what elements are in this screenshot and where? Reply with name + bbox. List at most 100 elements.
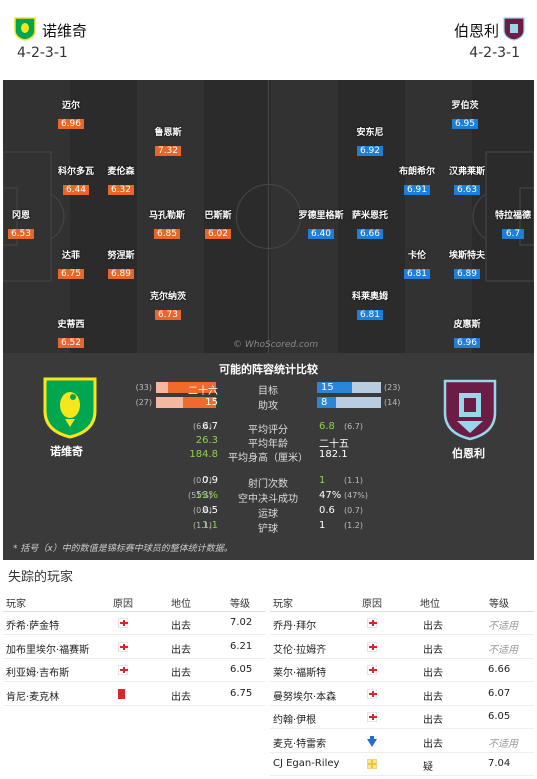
missing-player-name[interactable]: 利亚姆·吉布斯 [6, 668, 70, 679]
missing-player-name[interactable]: 乔丹·拜尔 [273, 621, 317, 632]
stat-row: 26.3 平均年龄 二十五 [195, 435, 349, 450]
injury-icon [118, 618, 128, 628]
player-rating: 6.73 [154, 310, 182, 320]
whoscored-watermark: © WhoScored.com [233, 340, 319, 350]
player-rating: 6.96 [57, 119, 85, 129]
injury-icon [367, 665, 377, 675]
player-rating: 6.40 [307, 229, 335, 239]
home-team-name[interactable]: 诺维奇 [42, 22, 88, 40]
missing-player-name[interactable]: 麦克·特雷索 [273, 738, 327, 750]
missing-player-status: 疑 [423, 762, 433, 773]
missing-player-status: 出去 [423, 668, 443, 679]
away-player[interactable]: 汉弗莱斯 6.63 [448, 167, 485, 195]
stat-assists: (27) 15 助攻 8 (14) [135, 397, 401, 412]
away-player[interactable]: 特拉福德 6.7 [494, 211, 531, 239]
stat-row: (6.4) 6.7 平均评分 6.8 (6.7) [193, 421, 363, 436]
away-formation: 4-2-3-1 [469, 45, 520, 61]
missing-player-row[interactable]: 肯尼·麦克林 出去 6.75 [3, 683, 265, 706]
player-rating: 6.95 [451, 119, 479, 129]
missing-player-row[interactable]: 乔希·萨金特 出去 7.02 [3, 612, 265, 635]
missing-players-title: 失踪的玩家 [8, 570, 74, 585]
player-rating: 7.32 [154, 146, 182, 156]
home-player[interactable]: 马孔勒斯 6.85 [148, 211, 185, 239]
missing-player-row[interactable]: 加布里埃尔·福赛斯 出去 6.21 [3, 636, 265, 659]
missing-player-rating: 6.05 [488, 711, 511, 722]
lineup-stats-comparison: 可能的阵容统计比较 诺维奇 伯恩利 (33) 二十六 目标 15 (23) (2… [3, 353, 534, 560]
missing-player-name[interactable]: 莱尔·福斯特 [273, 668, 327, 679]
missing-player-row[interactable]: 利亚姆·吉布斯 出去 6.05 [3, 659, 265, 682]
burnley-crest-icon [443, 379, 497, 441]
home-player[interactable]: 迈尔 6.96 [41, 98, 101, 130]
missing-player-name[interactable]: 曼努埃尔·本森 [273, 691, 337, 703]
away-player[interactable]: 罗伯茨 6.95 [451, 101, 479, 129]
player-rating: 6.96 [453, 338, 481, 348]
player-rating: 6.52 [57, 338, 85, 348]
missing-player-rating: 7.02 [230, 617, 253, 628]
home-player[interactable]: 克尔纳茨 6.73 [149, 292, 186, 320]
away-player[interactable]: 萨米恩托 6.66 [351, 211, 388, 239]
injury-icon [118, 641, 128, 652]
player-rating: 6.02 [204, 229, 232, 239]
missing-player-name[interactable]: 乔希·萨金特 [6, 621, 60, 632]
injury-icon [367, 641, 377, 652]
away-player[interactable]: 布朗希尔 6.91 [398, 167, 435, 195]
missing-player-row[interactable]: 曼努埃尔·本森 出去 6.07 [270, 683, 534, 706]
missing-player-status: 出去 [423, 715, 443, 726]
home-player[interactable]: 冈恩 6.53 [3, 208, 51, 240]
home-team-label: 诺维奇 [50, 445, 83, 458]
away-player[interactable]: 科莱奥姆 6.81 [351, 292, 388, 320]
home-player[interactable]: 鲁恩斯 7.32 [154, 128, 182, 156]
lineup-pitch: 迈尔 6.96 鲁恩斯 7.32 科尔多瓦 6.44 麦伦森 6.32 冈恩 6… [3, 80, 534, 353]
player-rating: 6.85 [153, 229, 181, 239]
missing-player-status: 出去 [171, 668, 191, 679]
away-player[interactable]: 安东尼 6.92 [356, 128, 384, 156]
missing-player-row[interactable]: 麦克·特雷索 出去 不适用 [270, 730, 534, 753]
injury-icon [367, 712, 377, 722]
stat-row: (1.1) 1.1 铲球 1 (1.2) [193, 520, 363, 535]
away-player[interactable]: 皮惠斯 6.96 [453, 320, 481, 348]
home-player[interactable]: 巴斯斯 6.02 [204, 211, 232, 239]
missing-player-name[interactable]: 肯尼·麦克林 [6, 691, 60, 703]
player-rating: 6.66 [356, 229, 384, 239]
match-header: 诺维奇 4-2-3-1 伯恩利 4-2-3-1 [0, 0, 537, 80]
missing-player-rating: 6.07 [488, 687, 511, 699]
missing-player-name[interactable]: CJ Egan-Riley [273, 758, 340, 769]
missing-player-status: 出去 [423, 738, 443, 750]
home-player[interactable]: 努涅斯 6.89 [107, 251, 135, 279]
player-rating: 6.81 [356, 310, 384, 320]
away-player[interactable]: 卡伦 6.81 [387, 248, 447, 280]
red-card-icon [118, 688, 125, 699]
missing-player-rating: 6.66 [488, 664, 511, 675]
stat-row: (51%) 53% 空中决斗成功 47% (47%) [187, 490, 369, 505]
player-rating: 6.92 [356, 146, 384, 156]
missing-player-name[interactable]: 加布里埃尔·福赛斯 [6, 644, 90, 656]
stats-footnote: * 括号（x）中的数值是锦标赛中球员的整体统计数据。 [13, 544, 233, 554]
injury-icon [367, 618, 377, 628]
away-team-name[interactable]: 伯恩利 [453, 22, 499, 40]
missing-player-name[interactable]: 艾伦·拉姆齐 [273, 644, 327, 656]
stat-row: (0.7) 0.9 射门次数 1 (1.1) [193, 475, 363, 490]
missing-player-row[interactable]: 艾伦·拉姆齐 出去 不适用 [270, 636, 534, 659]
doubtful-icon [367, 759, 377, 769]
player-rating: 6.44 [62, 185, 90, 195]
home-player[interactable]: 麦伦森 6.32 [107, 167, 135, 195]
missing-player-name[interactable]: 约翰·伊根 [273, 715, 317, 726]
missing-player-row[interactable]: 约翰·伊根 出去 6.05 [270, 706, 534, 729]
missing-player-row[interactable]: CJ Egan-Riley 疑 7.04 [270, 753, 534, 776]
missing-player-row[interactable]: 乔丹·拜尔 出去 不适用 [270, 612, 534, 635]
away-player[interactable]: 罗德里格斯 6.40 [298, 211, 344, 239]
player-rating: 6.81 [403, 269, 431, 279]
missing-player-row[interactable]: 莱尔·福斯特 出去 6.66 [270, 659, 534, 682]
burnley-crest-icon [503, 17, 525, 41]
away-player[interactable]: 埃斯特夫 6.89 [448, 251, 485, 279]
missing-player-rating: 不适用 [488, 621, 518, 632]
injury-icon [367, 688, 377, 699]
home-player[interactable]: 史蒂西 6.52 [57, 320, 85, 348]
stat-goals: (33) 二十六 目标 15 (23) [135, 382, 401, 397]
home-player[interactable]: 科尔多瓦 6.44 [57, 167, 94, 195]
home-player[interactable]: 达菲 6.75 [41, 248, 101, 280]
norwich-crest-icon [43, 377, 97, 439]
away-assists-bar [317, 397, 381, 408]
arrow-down-icon [367, 735, 377, 747]
missing-player-status: 出去 [171, 691, 191, 703]
